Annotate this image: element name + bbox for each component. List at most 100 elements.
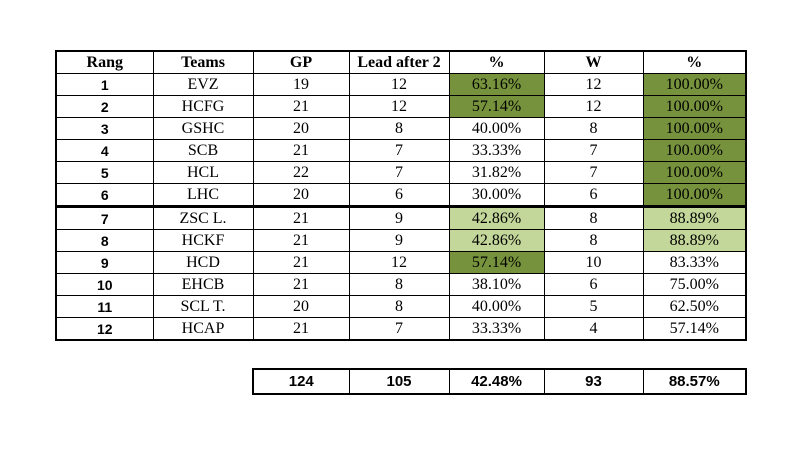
cell-rank: 2: [55, 95, 154, 118]
cell-gp: 22: [252, 161, 350, 184]
cell-rank: 11: [55, 295, 154, 318]
cell-rank: 5: [55, 161, 154, 184]
totals-row: 124 105 42.48% 93 88.57%: [252, 368, 747, 395]
cell-lead-pct: 40.00%: [448, 117, 545, 140]
cell-lead-pct: 33.33%: [448, 139, 545, 162]
cell-w: 6: [543, 273, 644, 296]
totals-table: 124 105 42.48% 93 88.57%: [252, 368, 747, 395]
cell-team: HCFG: [152, 95, 254, 118]
cell-gp: 21: [252, 251, 350, 274]
cell-lead: 7: [348, 161, 450, 184]
cell-team: HCD: [152, 251, 254, 274]
cell-lead-pct: 38.10%: [448, 273, 545, 296]
cell-lead-pct: 31.82%: [448, 161, 545, 184]
cell-lead: 12: [348, 95, 450, 118]
cell-rank: 12: [55, 317, 154, 341]
cell-w-pct: 100.00%: [642, 117, 747, 140]
total-w: 93: [543, 368, 644, 395]
table-row: 12 HCAP 21 7 33.33% 4 57.14%: [55, 317, 747, 341]
cell-lead-pct: 33.33%: [448, 317, 545, 341]
cell-team: EHCB: [152, 273, 254, 296]
col-header-lead-pct: %: [448, 50, 545, 74]
cell-lead: 12: [348, 251, 450, 274]
cell-lead: 8: [348, 117, 450, 140]
table-row: 9 HCD 21 12 57.14% 10 83.33%: [55, 251, 747, 274]
cell-w-pct: 83.33%: [642, 251, 747, 274]
cell-w-pct: 100.00%: [642, 139, 747, 162]
cell-w: 8: [543, 117, 644, 140]
cell-team: HCAP: [152, 317, 254, 341]
cell-lead-pct: 57.14%: [448, 251, 545, 274]
total-lead: 105: [348, 368, 450, 395]
cell-lead: 9: [348, 205, 450, 230]
header-row: Rang Teams GP Lead after 2 % W %: [55, 50, 747, 74]
cell-gp: 21: [252, 95, 350, 118]
cell-w-pct: 100.00%: [642, 161, 747, 184]
cell-lead-pct: 42.86%: [448, 229, 545, 252]
cell-rank: 7: [55, 205, 154, 230]
cell-gp: 21: [252, 205, 350, 230]
table-row: 1 EVZ 19 12 63.16% 12 100.00%: [55, 73, 747, 96]
cell-w-pct: 88.89%: [642, 229, 747, 252]
cell-w-pct: 88.89%: [642, 205, 747, 230]
cell-gp: 20: [252, 183, 350, 207]
col-header-lead-after-2: Lead after 2: [348, 50, 450, 74]
table-row: 10 EHCB 21 8 38.10% 6 75.00%: [55, 273, 747, 296]
table-row: 2 HCFG 21 12 57.14% 12 100.00%: [55, 95, 747, 118]
total-w-pct: 88.57%: [642, 368, 747, 395]
table-row: 11 SCL T. 20 8 40.00% 5 62.50%: [55, 295, 747, 318]
cell-lead: 8: [348, 295, 450, 318]
cell-w: 10: [543, 251, 644, 274]
cell-team: HCKF: [152, 229, 254, 252]
col-header-w-pct: %: [642, 50, 747, 74]
cell-gp: 21: [252, 229, 350, 252]
cell-lead: 8: [348, 273, 450, 296]
table-row: 5 HCL 22 7 31.82% 7 100.00%: [55, 161, 747, 184]
cell-team: EVZ: [152, 73, 254, 96]
cell-team: HCL: [152, 161, 254, 184]
cell-lead: 12: [348, 73, 450, 96]
cell-w: 8: [543, 205, 644, 230]
cell-w: 6: [543, 183, 644, 207]
cell-lead: 6: [348, 183, 450, 207]
cell-w-pct: 57.14%: [642, 317, 747, 341]
col-header-w: W: [543, 50, 644, 74]
cell-rank: 3: [55, 117, 154, 140]
cell-lead: 7: [348, 139, 450, 162]
table-row: 4 SCB 21 7 33.33% 7 100.00%: [55, 139, 747, 162]
cell-gp: 19: [252, 73, 350, 96]
cell-gp: 20: [252, 117, 350, 140]
cell-rank: 9: [55, 251, 154, 274]
cell-rank: 10: [55, 273, 154, 296]
col-header-teams: Teams: [152, 50, 254, 74]
cell-lead-pct: 40.00%: [448, 295, 545, 318]
cell-gp: 20: [252, 295, 350, 318]
cell-rank: 6: [55, 183, 154, 207]
cell-w: 12: [543, 73, 644, 96]
table-row: 8 HCKF 21 9 42.86% 8 88.89%: [55, 229, 747, 252]
total-gp: 124: [252, 368, 350, 395]
table-row: 6 LHC 20 6 30.00% 6 100.00%: [55, 183, 747, 207]
cell-w-pct: 100.00%: [642, 73, 747, 96]
cell-team: SCB: [152, 139, 254, 162]
cell-rank: 4: [55, 139, 154, 162]
cell-w: 8: [543, 229, 644, 252]
cell-lead-pct: 42.86%: [448, 205, 545, 230]
cell-gp: 21: [252, 139, 350, 162]
col-header-gp: GP: [252, 50, 350, 74]
cell-gp: 21: [252, 273, 350, 296]
cell-team: GSHC: [152, 117, 254, 140]
cell-w: 5: [543, 295, 644, 318]
cell-lead: 9: [348, 229, 450, 252]
cell-w-pct: 62.50%: [642, 295, 747, 318]
cell-w: 4: [543, 317, 644, 341]
cell-rank: 1: [55, 73, 154, 96]
cell-lead-pct: 63.16%: [448, 73, 545, 96]
cell-gp: 21: [252, 317, 350, 341]
cell-team: SCL T.: [152, 295, 254, 318]
table-row: 7 ZSC L. 21 9 42.86% 8 88.89%: [55, 205, 747, 230]
table-row: 3 GSHC 20 8 40.00% 8 100.00%: [55, 117, 747, 140]
cell-lead-pct: 57.14%: [448, 95, 545, 118]
cell-w-pct: 75.00%: [642, 273, 747, 296]
